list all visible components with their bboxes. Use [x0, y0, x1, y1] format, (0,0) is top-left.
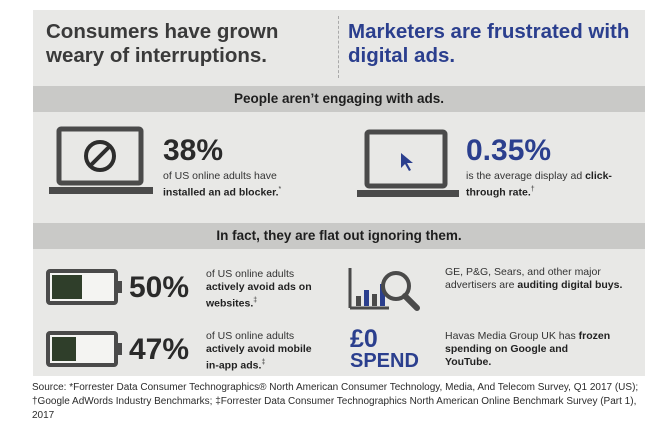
cursor-monitor-icon: [357, 129, 459, 197]
adblock-text-bold: installed an ad blocker.: [163, 186, 279, 199]
havas-spend-label: SPEND: [350, 350, 419, 372]
havas-pound-zero: £0: [350, 325, 378, 353]
bar-chart-magnifier-icon: [348, 268, 420, 311]
audit-text: GE, P&G, Sears, and other major advertis…: [445, 266, 630, 292]
marketers-headline: Marketers are frustrated with digital ad…: [348, 20, 630, 67]
inapp-text-pre: of US online adults: [206, 330, 295, 342]
websites-text: of US online adults actively avoid ads o…: [206, 268, 326, 311]
adblock-text: of US online adults have installed an ad…: [163, 170, 303, 200]
havas-zero-spend: £0 SPEND: [350, 325, 419, 373]
websites-percent: 50%: [129, 271, 190, 304]
havas-text-bold: frozen spending on Google and YouTube.: [445, 330, 611, 368]
engagement-band: People aren’t engaging with ads.: [33, 86, 645, 112]
consumers-headline: Consumers have grown weary of interrupti…: [46, 20, 279, 67]
ctr-percent: 0.35%: [466, 134, 552, 167]
havas-text-pre: Havas Media Group UK has: [445, 330, 579, 342]
adblock-percent: 38%: [163, 134, 224, 167]
blocked-laptop-icon: [49, 126, 153, 194]
adblock-text-pre: of US online adults have: [163, 170, 277, 182]
inapp-percent: 47%: [129, 333, 190, 366]
websites-sup: ‡: [253, 297, 258, 304]
havas-text: Havas Media Group UK has frozen spending…: [445, 330, 615, 369]
audit-text-pre: GE, P&G, Sears, and other major advertis…: [445, 266, 601, 291]
battery-low-icon: [46, 331, 122, 367]
ctr-sup: †: [530, 186, 535, 193]
inapp-text: of US online adults actively avoid mobil…: [206, 330, 326, 373]
inapp-sup: ‡: [261, 359, 266, 366]
ctr-text-bold: click-through rate.: [466, 170, 612, 199]
ctr-text: is the average display ad click-through …: [466, 170, 626, 200]
ctr-text-pre: is the average display ad: [466, 170, 586, 182]
source-footnote: Source: *Forrester Data Consumer Technog…: [32, 382, 639, 421]
battery-half-icon: [46, 269, 122, 305]
ignoring-band: In fact, they are flat out ignoring them…: [33, 223, 645, 249]
audit-text-bold: auditing digital buys.: [517, 279, 623, 291]
websites-text-pre: of US online adults: [206, 268, 295, 280]
adblock-sup: *: [278, 186, 282, 193]
websites-text-bold: actively avoid ads on websites.: [206, 281, 312, 310]
infographic-panel: Consumers have grown weary of interrupti…: [33, 10, 645, 376]
inapp-text-bold: actively avoid mobile in-app ads.: [206, 343, 312, 372]
header-divider: [338, 16, 339, 78]
